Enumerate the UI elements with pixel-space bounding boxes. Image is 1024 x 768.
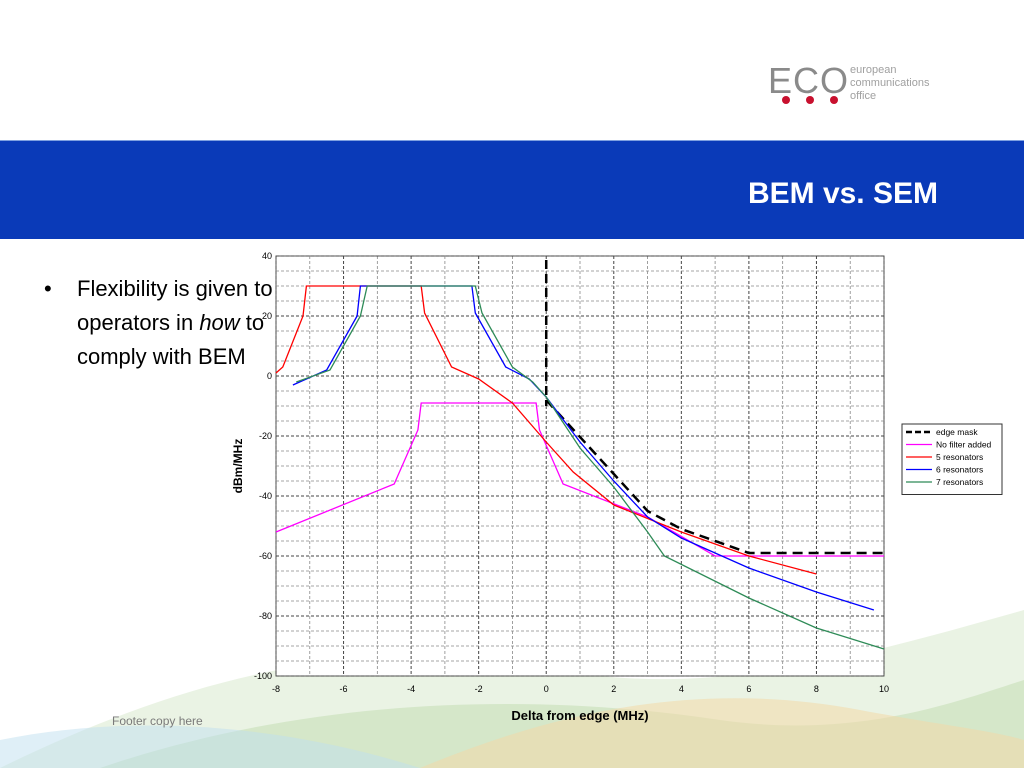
- logo-line: communications: [850, 77, 930, 89]
- y-tick-label: -80: [259, 611, 272, 621]
- logo-line: european: [850, 64, 897, 76]
- legend-label-0: edge mask: [936, 427, 978, 437]
- x-tick-label: 10: [879, 684, 889, 694]
- y-tick-label: -20: [259, 431, 272, 441]
- x-tick-label: 0: [544, 684, 549, 694]
- y-tick-label: -100: [254, 671, 272, 681]
- legend-box: [901, 423, 1003, 495]
- chart-legend: edge mask No filter added 5 resonators 6 re…: [901, 423, 1003, 495]
- slide-title: BEM vs. SEM: [747, 177, 938, 210]
- chart-ticks: -8 -6 -4 -2 0 2 4 6 8 1040200-20-40-60-80-100Delt…: [231, 251, 889, 723]
- background-swirl: [0, 610, 1024, 768]
- bullet-text-post: to comply with BEM: [77, 310, 265, 369]
- logo-caption: european communications office: [850, 64, 929, 103]
- chart: -8 -6 -4 -2 0 2 4 6 8 1040200-20-40-60-80-100Delt…: [231, 251, 1003, 723]
- header-band: BEM vs. SEM: [0, 140, 1024, 239]
- x-tick-label: -8: [272, 684, 280, 694]
- bullet-text-pre: Flexibility is given to operators in: [77, 276, 273, 335]
- logo-dot: [782, 96, 790, 104]
- x-tick-label: 4: [679, 684, 684, 694]
- legend-label-4: 7 resonators: [936, 477, 983, 487]
- x-tick-label: -2: [475, 684, 483, 694]
- x-tick-label: 8: [814, 684, 819, 694]
- logo-text: ECO: [768, 60, 850, 101]
- series-line-0: [545, 399, 884, 555]
- x-tick-label: 6: [746, 684, 751, 694]
- logo-dots: [782, 96, 852, 106]
- y-tick-label: -40: [259, 491, 272, 501]
- footer-text: Footer copy here: [112, 714, 203, 728]
- chart-grid: [275, 255, 885, 677]
- y-tick-label: 40: [262, 251, 272, 261]
- logo-dot: [806, 96, 814, 104]
- x-tick-label: -4: [407, 684, 415, 694]
- legend-label-1: No filter added: [936, 440, 992, 450]
- chart-series: [275, 285, 885, 650]
- legend-label-2: 5 resonators: [936, 452, 983, 462]
- logo-dot: [830, 96, 838, 104]
- y-axis-label: dBm/MHz: [231, 439, 245, 494]
- logo-line: office: [850, 90, 877, 102]
- x-tick-label: -6: [340, 684, 348, 694]
- x-tick-label: 2: [611, 684, 616, 694]
- x-axis-label: Delta from edge (MHz): [511, 708, 648, 723]
- bullet-icon: •: [44, 276, 52, 301]
- y-tick-label: -60: [259, 551, 272, 561]
- bullet-text: Flexibility is given to operators in how…: [77, 272, 277, 374]
- series-line-1: [275, 402, 884, 557]
- legend-label-3: 6 resonators: [936, 465, 983, 475]
- series-line-2: [275, 285, 817, 575]
- eco-logo: ECO european communications office: [768, 60, 968, 110]
- y-tick-label: 0: [267, 371, 272, 381]
- y-tick-label: 20: [262, 311, 272, 321]
- bullet-text-emph: how: [199, 310, 240, 335]
- series-line-4: [296, 285, 885, 650]
